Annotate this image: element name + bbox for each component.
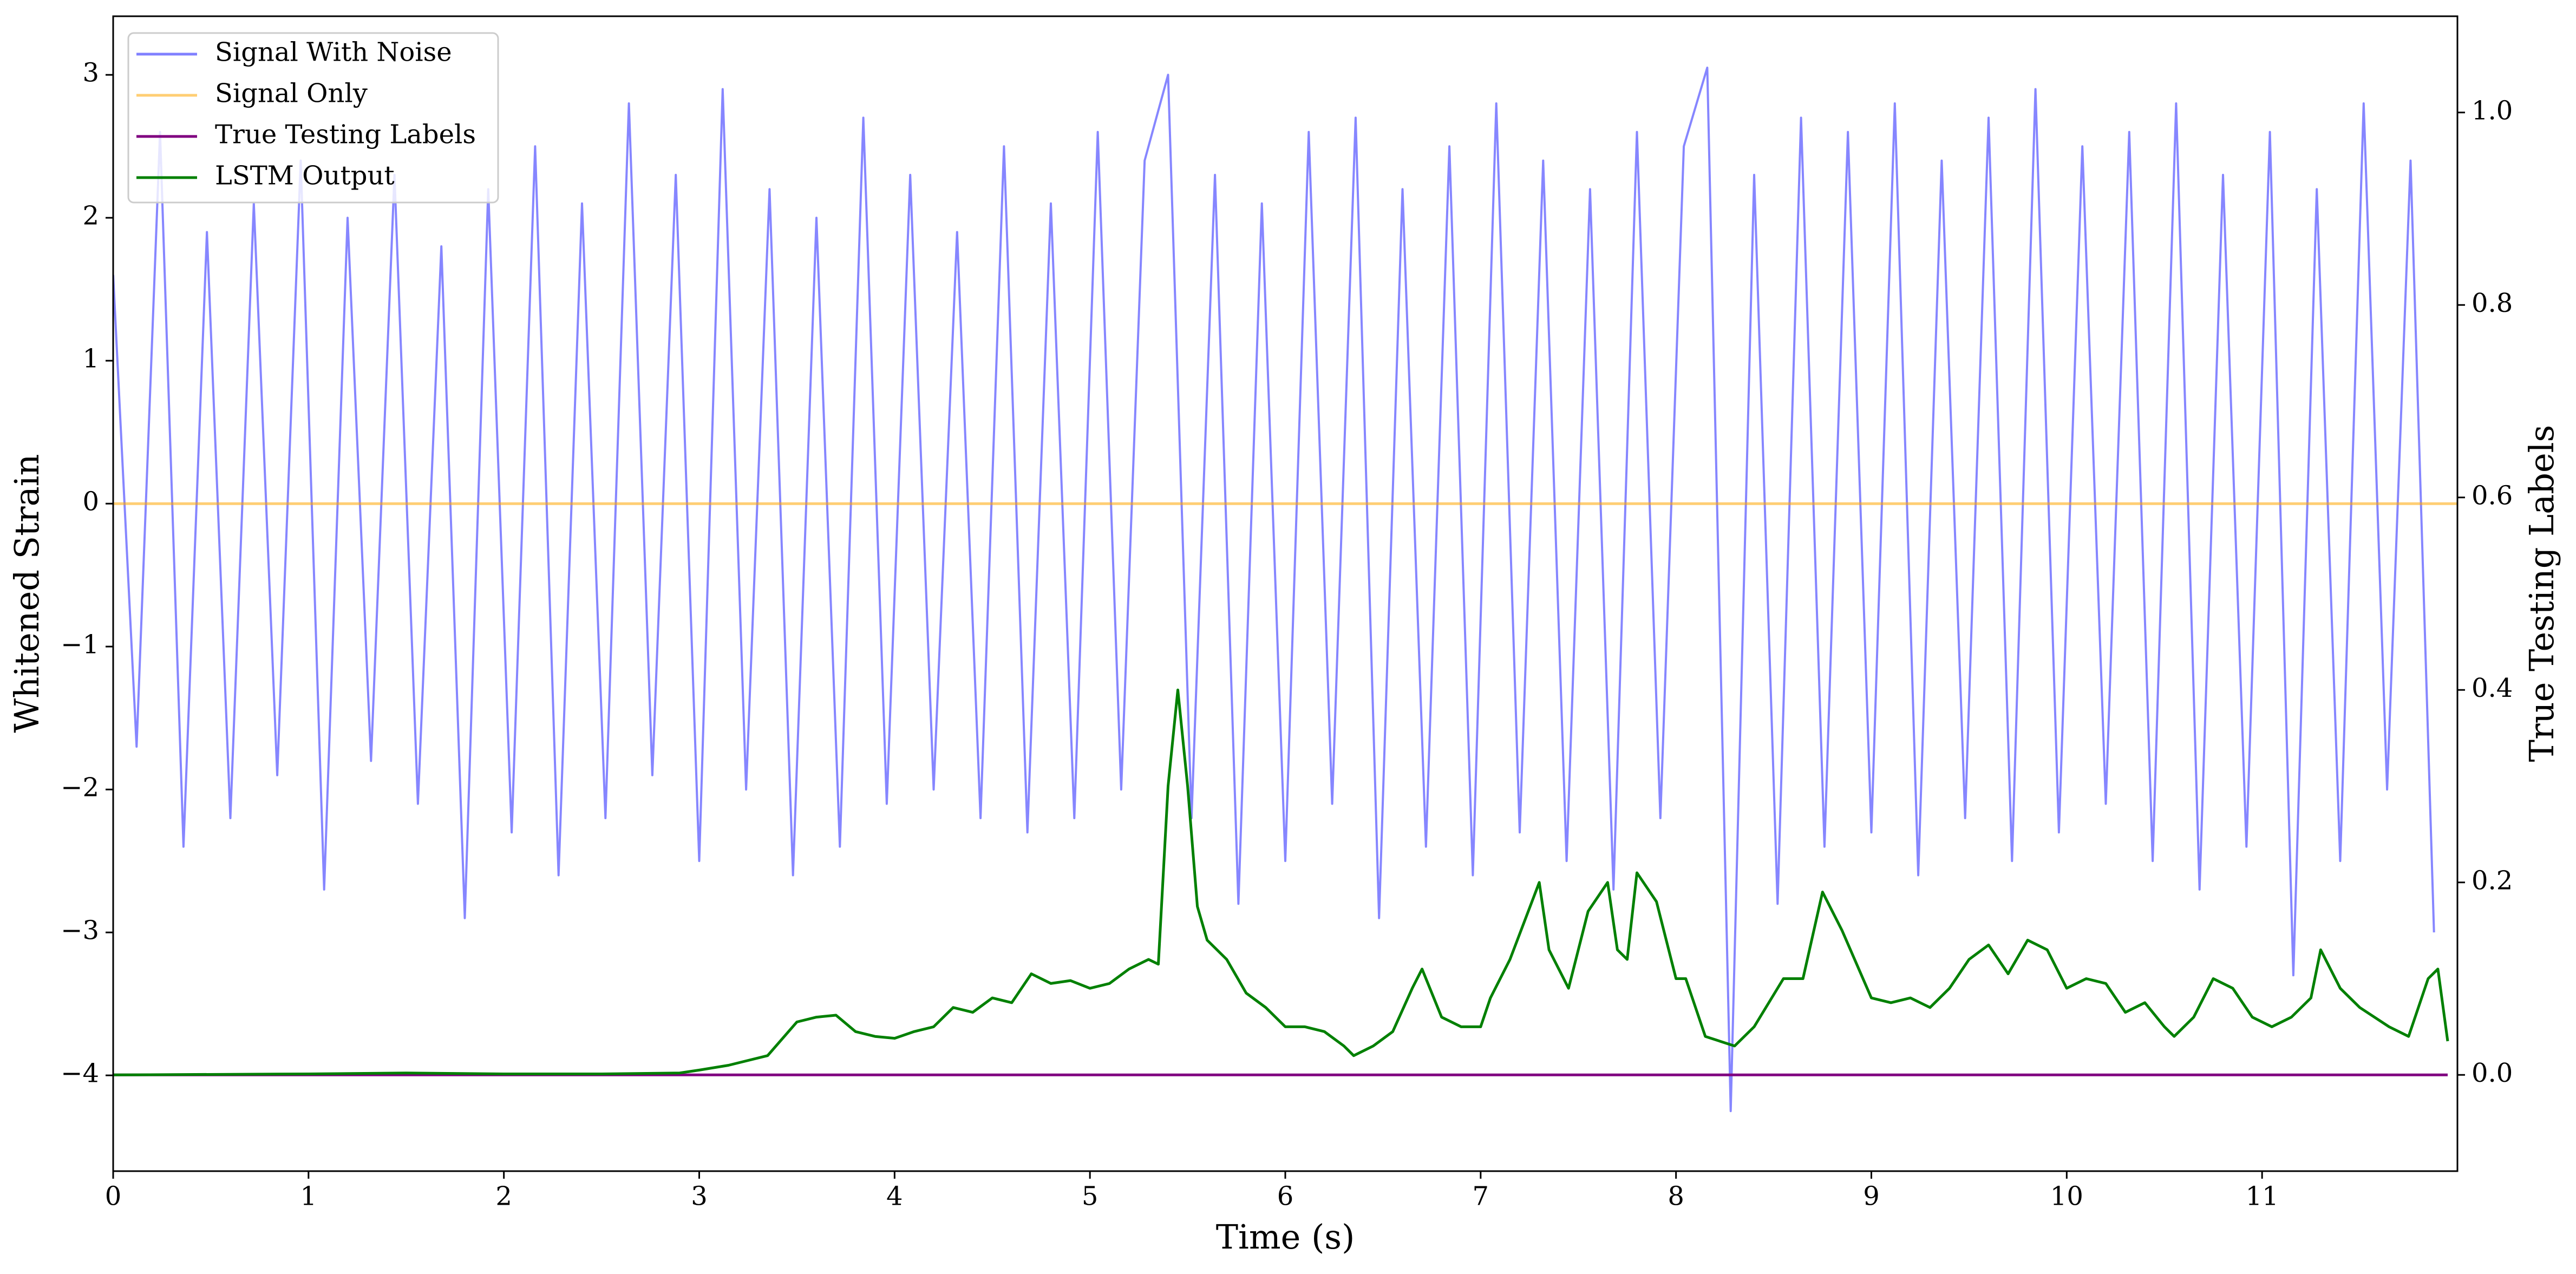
- plot-area: [113, 67, 2457, 1113]
- y-tick-label: −1: [61, 630, 99, 660]
- x-tick-label: 2: [495, 1181, 512, 1212]
- legend-label: Signal With Noise: [215, 37, 452, 68]
- y-tick-label: −2: [61, 773, 99, 803]
- y-tick-label: −4: [61, 1059, 99, 1089]
- y2-tick-label: 0.2: [2472, 865, 2513, 896]
- series-line: [113, 688, 2449, 1076]
- x-tick-label: 5: [1082, 1181, 1099, 1212]
- y2-tick-label: 0.0: [2472, 1058, 2513, 1088]
- y-tick-label: 1: [82, 344, 99, 374]
- y2-tick-label: 1.0: [2472, 95, 2513, 126]
- x-tick-label: 8: [1668, 1181, 1684, 1212]
- y-tick-label: −3: [61, 916, 99, 946]
- legend-label: True Testing Labels: [215, 120, 476, 150]
- y2-axis-label: True Testing Labels: [2522, 425, 2561, 762]
- y2-tick-label: 0.8: [2472, 288, 2513, 318]
- y2-tick-label: 0.6: [2472, 480, 2513, 511]
- x-axis-label: Time (s): [1216, 1217, 1355, 1257]
- x-tick-label: 10: [2050, 1181, 2083, 1212]
- x-tick-label: 6: [1277, 1181, 1294, 1212]
- x-tick-label: 3: [691, 1181, 708, 1212]
- legend-label: Signal Only: [215, 79, 368, 109]
- y-tick-label: 0: [82, 487, 99, 517]
- legend: Signal With Noise Signal Only True Testing…: [127, 32, 499, 204]
- series-line: [113, 67, 2435, 1113]
- x-tick-label: 7: [1473, 1181, 1489, 1212]
- x-tick-label: 4: [886, 1181, 903, 1212]
- legend-box: [127, 32, 499, 204]
- y-tick-label: 3: [82, 58, 99, 88]
- y-tick-label: 2: [82, 201, 99, 231]
- x-tick-label: 0: [105, 1181, 122, 1212]
- y2-tick-label: 0.4: [2472, 673, 2513, 703]
- x-tick-label: 11: [2246, 1181, 2279, 1212]
- x-tick-label: 1: [300, 1181, 317, 1212]
- y-axis-label: Whitened Strain: [7, 454, 47, 733]
- legend-label: LSTM Output: [215, 161, 395, 191]
- x-tick-label: 9: [1863, 1181, 1880, 1212]
